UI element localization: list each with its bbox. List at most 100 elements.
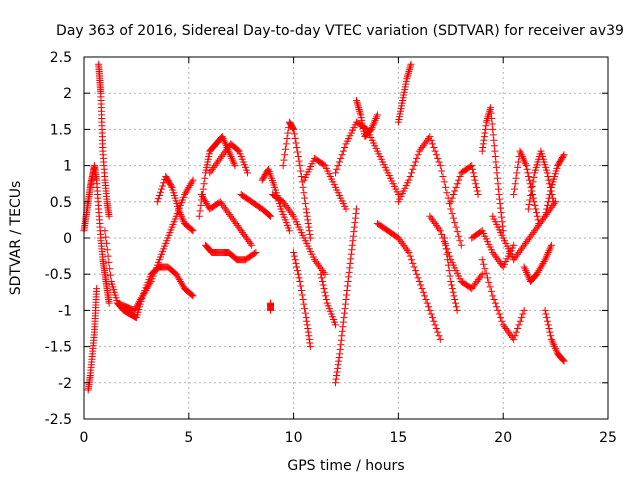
data-point — [140, 290, 148, 298]
data-point — [145, 281, 153, 289]
data-point — [533, 270, 541, 278]
data-point — [173, 272, 181, 280]
data-point — [480, 136, 488, 144]
data-point — [292, 139, 300, 147]
data-point — [177, 210, 185, 218]
data-point — [405, 176, 413, 184]
data-point — [301, 200, 309, 208]
data-point — [469, 283, 477, 291]
data-point — [158, 185, 166, 193]
data-point — [227, 153, 235, 161]
data-point — [300, 189, 308, 197]
data-point — [306, 339, 314, 347]
data-point — [318, 277, 326, 285]
data-point — [426, 212, 434, 220]
data-point — [518, 245, 526, 253]
data-point — [518, 151, 526, 159]
data-point — [551, 343, 559, 351]
data-point — [304, 220, 312, 228]
data-point — [448, 194, 456, 202]
data-point — [177, 212, 185, 220]
data-point — [295, 157, 303, 165]
data-point — [541, 306, 549, 314]
data-point — [332, 169, 340, 177]
data-point — [226, 151, 234, 159]
data-point — [521, 239, 529, 247]
data-point — [404, 69, 412, 77]
series-arc-32 — [510, 147, 543, 228]
data-point — [486, 105, 494, 113]
data-point — [549, 339, 557, 347]
data-point — [296, 162, 304, 170]
data-point — [105, 212, 113, 220]
data-point — [175, 276, 183, 284]
data-point — [415, 277, 423, 285]
data-point — [279, 162, 287, 170]
data-point — [514, 158, 522, 166]
data-point — [176, 209, 184, 217]
data-point — [512, 174, 520, 182]
data-point — [237, 227, 245, 235]
series-arc-9 — [202, 241, 260, 264]
data-point — [480, 133, 488, 141]
data-point — [220, 136, 228, 144]
data-point — [305, 227, 313, 235]
data-point — [478, 147, 486, 155]
data-point — [283, 203, 291, 211]
data-point — [106, 271, 114, 279]
data-point — [304, 325, 312, 332]
data-point — [498, 317, 506, 325]
data-point — [215, 156, 223, 164]
data-point — [468, 285, 476, 293]
data-point — [482, 122, 490, 130]
data-point — [487, 104, 495, 112]
data-point — [289, 124, 297, 132]
data-point — [489, 125, 497, 133]
data-point — [426, 306, 434, 314]
data-point — [267, 212, 275, 220]
data-point — [519, 154, 527, 162]
series-arc-35 — [541, 151, 568, 220]
data-point — [285, 227, 293, 235]
data-point — [223, 207, 231, 215]
data-point — [355, 104, 363, 112]
data-point — [332, 375, 340, 383]
data-point — [294, 148, 302, 156]
data-point — [521, 265, 529, 273]
data-point — [289, 124, 297, 132]
data-point — [418, 285, 426, 293]
data-point — [351, 219, 359, 227]
data-point — [494, 180, 502, 188]
data-point — [537, 263, 545, 271]
data-point — [408, 169, 415, 177]
data-point — [402, 245, 410, 253]
y-tick-label: -0.5 — [45, 267, 72, 283]
data-point — [172, 270, 180, 278]
data-point — [524, 272, 532, 280]
x-tick-label: 0 — [80, 430, 89, 446]
data-point — [239, 229, 247, 237]
y-tick-label: 1.5 — [50, 122, 72, 138]
data-point — [425, 303, 433, 311]
data-point — [497, 209, 505, 217]
series-arc-16 — [290, 248, 314, 351]
data-point — [493, 254, 501, 262]
data-point — [210, 163, 218, 171]
data-point — [469, 165, 477, 173]
data-point — [449, 214, 457, 222]
data-point — [527, 191, 535, 199]
data-point — [157, 188, 165, 196]
data-point — [224, 209, 232, 217]
data-point — [184, 185, 192, 193]
data-point — [496, 195, 504, 203]
data-point — [280, 200, 288, 208]
data-point — [403, 75, 411, 83]
data-point — [216, 198, 224, 206]
data-point — [105, 258, 113, 266]
data-point — [518, 314, 526, 322]
data-point — [314, 261, 322, 269]
data-point — [479, 144, 487, 151]
data-point — [533, 223, 541, 231]
data-point — [102, 233, 110, 241]
data-point — [208, 165, 216, 173]
